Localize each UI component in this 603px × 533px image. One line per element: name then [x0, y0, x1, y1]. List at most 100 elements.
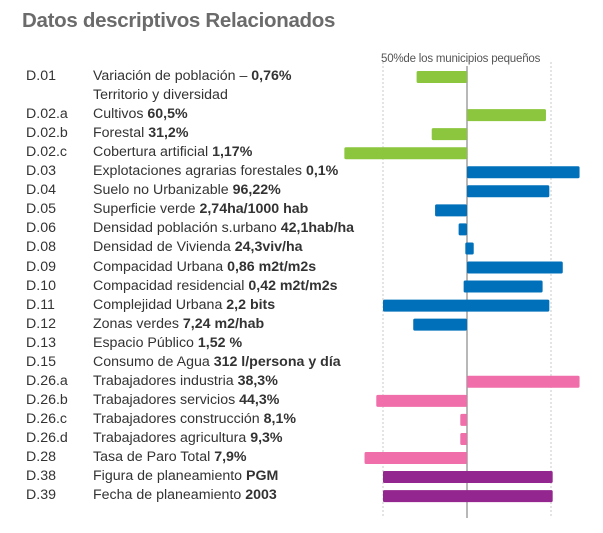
indicator-label: Densidad población s.urbano 42,1hab/ha: [93, 219, 354, 238]
indicator-value: 24,3viv/ha: [234, 239, 303, 256]
indicator-value: 9,3%: [250, 429, 283, 446]
indicator-name: Trabajadores industria: [93, 372, 238, 389]
indicator-label: Trabajadores agricultura 9,3%: [93, 429, 283, 448]
indicator-label: Cobertura artificial 1,17%: [93, 143, 252, 162]
indicator-label: Cultivos 60,5%: [93, 105, 188, 124]
indicator-value: 2003: [245, 487, 277, 504]
indicator-code: D.39: [26, 487, 56, 504]
indicator-label: Fecha de planeamiento 2003: [93, 486, 277, 505]
reference-label: 50%de los municipios pequeños: [381, 53, 541, 65]
bar-d-10: [463, 280, 543, 293]
indicator-name: Densidad de Vivienda: [93, 239, 235, 256]
indicator-code: D.05: [26, 201, 56, 218]
bar-d-26-c: [460, 413, 467, 426]
indicator-code: D.09: [26, 258, 56, 275]
bar-d-05: [435, 204, 467, 217]
indicator-value: 42,1hab/ha: [280, 220, 355, 237]
indicator-name: Trabajadores agricultura: [93, 429, 251, 446]
indicator-name: Densidad población s.urbano: [93, 220, 281, 237]
indicator-label: Suelo no Urbanizable 96,22%: [93, 181, 281, 200]
indicator-value: 0,42 m2t/m2s: [248, 277, 338, 294]
indicator-label: Forestal 31,2%: [93, 124, 188, 143]
indicator-name: Forestal: [93, 125, 149, 142]
indicator-value: 31,2%: [148, 125, 189, 142]
indicator-code: D.03: [26, 163, 56, 180]
indicator-value: 0,76%: [251, 68, 292, 84]
indicator-code: D.11: [26, 296, 55, 313]
indicator-label: Trabajadores industria 38,3%: [93, 372, 278, 391]
indicator-name: Cobertura artificial: [93, 144, 213, 161]
indicator-value: 2,74ha/1000 hab: [199, 201, 309, 218]
indicator-label: Territorio y diversidad: [93, 86, 228, 105]
indicator-label: Espacio Público 1,52 %: [93, 334, 242, 353]
bar-d-28: [364, 452, 467, 464]
bar-d-26-b: [376, 394, 467, 407]
indicator-label: Compacidad Urbana 0,86 m2t/m2s: [93, 258, 316, 277]
indicator-label: Explotaciones agrarias forestales 0,1%: [93, 162, 338, 181]
indicator-name: Consumo de Agua: [93, 353, 214, 370]
indicator-code: D.15: [26, 353, 56, 370]
indicator-name: Cultivos: [93, 106, 148, 123]
bar-d-02-b: [431, 128, 467, 141]
indicator-code: D.10: [26, 277, 56, 294]
indicator-label: Densidad de Vivienda 24,3viv/ha: [93, 238, 303, 257]
indicator-name: Zonas verdes: [93, 315, 183, 332]
page-title: Datos descriptivos Relacionados: [22, 9, 336, 32]
indicator-value: 0,86 m2t/m2s: [227, 258, 317, 275]
indicator-code: D.04: [26, 182, 56, 199]
bar-d-03: [467, 166, 580, 179]
indicator-name: Fecha de planeamiento: [93, 487, 246, 504]
bar-d-02-c: [344, 147, 467, 160]
indicator-code: D.26.d: [26, 429, 68, 446]
indicator-value: 8,1%: [263, 410, 296, 427]
indicator-value: 38,3%: [237, 372, 278, 389]
bar-d-11: [383, 299, 550, 312]
indicator-value: 1,17%: [212, 144, 253, 161]
bar-d-01: [416, 71, 467, 83]
indicator-label: Consumo de Agua 312 l/persona y día: [93, 353, 341, 372]
indicator-value: 0,1%: [305, 163, 339, 180]
indicator-name: Trabajadores construcción: [93, 410, 264, 427]
indicator-value: 1,52 %: [197, 334, 243, 351]
bar-d-06: [458, 223, 467, 236]
indicator-name: Variación de población –: [93, 68, 252, 84]
indicator-name: Superficie verde: [93, 201, 200, 218]
indicator-value: 60,5%: [147, 106, 188, 123]
indicator-value: 2,2 bits: [226, 296, 276, 313]
indicator-name: Explotaciones agrarias forestales: [93, 163, 306, 180]
indicator-code: D.08: [26, 239, 56, 256]
indicator-name: Suelo no Urbanizable: [93, 182, 233, 199]
indicator-code: D.26.a: [26, 372, 68, 389]
indicator-code: D.02.c: [26, 144, 68, 161]
bar-d-02-a: [467, 109, 546, 122]
indicator-label: Zonas verdes 7,24 m2/hab: [93, 315, 264, 334]
indicator-label: Tasa de Paro Total 7,9%: [93, 448, 247, 467]
bar-d-39: [383, 490, 553, 503]
indicator-value: 44,3%: [239, 391, 280, 408]
indicator-name: Tasa de Paro Total: [93, 449, 215, 465]
bar-d-12: [413, 318, 467, 331]
indicator-code: D.01: [26, 68, 56, 84]
bar-d-04: [467, 185, 550, 198]
indicator-name: Espacio Público: [93, 334, 198, 351]
indicator-code: D.38: [26, 468, 56, 485]
indicator-name: Figura de planeamiento: [93, 468, 247, 485]
indicator-value: 7,9%: [214, 449, 247, 465]
indicator-name: Compacidad residencial: [93, 277, 249, 294]
bar-d-09: [467, 261, 563, 274]
indicator-label: Compacidad residencial 0,42 m2t/m2s: [93, 277, 337, 296]
bar-d-08: [465, 242, 474, 255]
indicator-value: 7,24 m2/hab: [182, 315, 265, 332]
bar-d-26-a: [467, 375, 580, 388]
indicator-label: Trabajadores servicios 44,3%: [93, 391, 279, 410]
indicator-label: Complejidad Urbana 2,2 bits: [93, 296, 275, 315]
indicator-value: 312 l/persona y día: [213, 353, 341, 370]
bar-d-26-d: [460, 432, 467, 445]
indicator-code: D.12: [26, 315, 56, 332]
indicator-label: Variación de población – 0,76%: [93, 67, 292, 86]
indicator-code: D.02.b: [26, 125, 68, 142]
indicator-label: Figura de planeamiento PGM: [93, 467, 278, 486]
indicator-code: D.26.c: [26, 410, 68, 427]
indicator-name: Territorio y diversidad: [93, 87, 228, 104]
